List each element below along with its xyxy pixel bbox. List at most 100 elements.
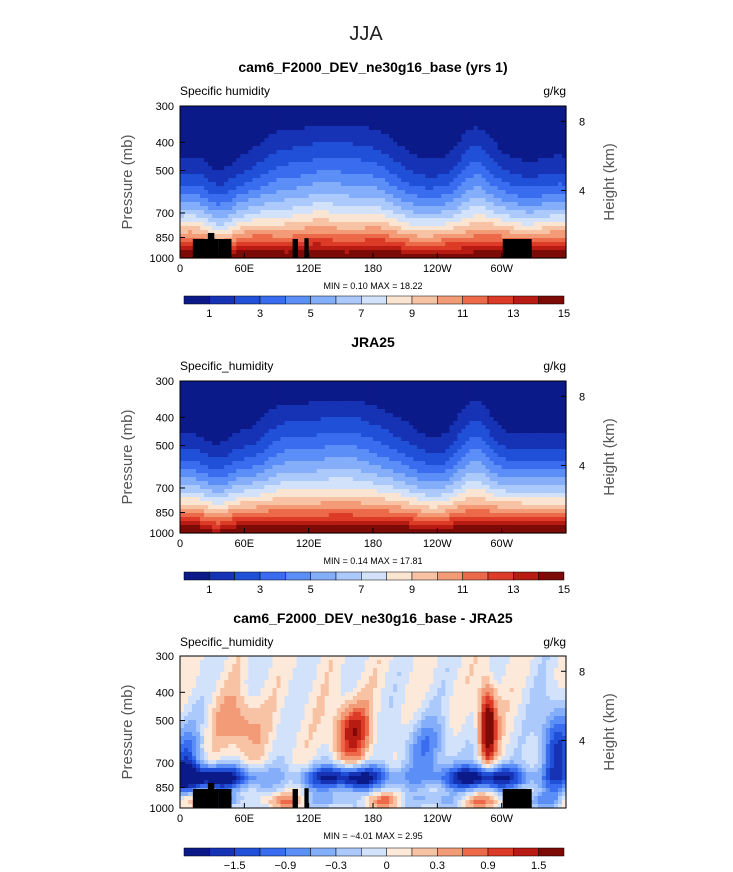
heatmap-cell — [280, 170, 286, 175]
heatmap-cell — [360, 186, 366, 191]
heatmap-cell — [232, 425, 237, 430]
topography-mask — [292, 238, 298, 258]
heatmap-cell — [308, 222, 314, 227]
heatmap-cell — [300, 254, 306, 259]
heatmap-cell — [405, 170, 410, 175]
heatmap-cell — [264, 489, 270, 494]
heatmap-cell — [296, 114, 302, 119]
heatmap-cell — [192, 493, 197, 498]
heatmap-cell — [272, 401, 278, 406]
heatmap-cell — [545, 250, 551, 255]
heatmap-cell — [184, 182, 189, 187]
heatmap-cell — [292, 437, 298, 442]
heatmap-cell — [244, 254, 249, 259]
heatmap-cell — [272, 210, 278, 215]
heatmap-cell — [545, 154, 551, 159]
heatmap-cell — [244, 138, 249, 143]
heatmap-cell — [437, 242, 442, 247]
heatmap-cell — [320, 174, 326, 179]
heatmap-cell — [545, 242, 551, 247]
heatmap-cell — [272, 122, 278, 127]
heatmap-cell — [561, 198, 567, 203]
heatmap-cell — [292, 481, 298, 486]
heatmap-cell — [300, 222, 306, 227]
heatmap-cell — [292, 226, 298, 231]
heatmap-cell — [545, 110, 551, 115]
heatmap-cell — [461, 210, 467, 215]
heatmap-cell — [320, 130, 326, 135]
heatmap-cell — [180, 393, 185, 398]
heatmap-cell — [236, 246, 241, 251]
heatmap-cell — [473, 190, 479, 195]
heatmap-cell — [501, 234, 507, 239]
heatmap-cell — [421, 226, 426, 231]
heatmap-cell — [196, 218, 201, 223]
heatmap-cell — [360, 158, 366, 163]
heatmap-cell — [377, 154, 382, 159]
heatmap-cell — [364, 190, 370, 195]
heatmap-cell — [304, 505, 310, 510]
heatmap-cell — [381, 226, 386, 231]
heatmap-cell — [188, 509, 193, 514]
heatmap-cell — [304, 214, 310, 219]
heatmap-cell — [441, 118, 446, 123]
heatmap-cell — [292, 114, 298, 119]
heatmap-cell — [336, 222, 342, 227]
heatmap-cell — [421, 154, 426, 159]
heatmap-cell — [513, 166, 519, 171]
heatmap-cell — [373, 198, 378, 203]
heatmap-cell — [292, 489, 298, 494]
variable-label: Specific_humidity — [180, 359, 273, 373]
heatmap-cell — [252, 254, 257, 259]
heatmap-cell — [244, 250, 249, 255]
heatmap-cell — [389, 146, 394, 151]
heatmap-cell — [529, 166, 535, 171]
heatmap-cell — [280, 106, 286, 111]
heatmap-cell — [529, 242, 535, 247]
heatmap-cell — [529, 238, 535, 243]
heatmap-cell — [465, 150, 471, 155]
heatmap-cell — [505, 174, 511, 179]
heatmap-cell — [304, 222, 310, 227]
heatmap-cell — [184, 222, 189, 227]
heatmap-cell — [204, 413, 209, 418]
heatmap-cell — [469, 218, 475, 223]
heatmap-cell — [240, 393, 245, 398]
heatmap-cell — [529, 162, 535, 167]
heatmap-cell — [284, 254, 290, 259]
heatmap-cell — [525, 122, 531, 127]
heatmap-cell — [541, 194, 547, 199]
heatmap-cell — [268, 118, 274, 123]
heatmap-cell — [288, 222, 294, 227]
heatmap-cell — [240, 182, 245, 187]
heatmap-cell — [232, 114, 237, 119]
heatmap-cell — [477, 118, 483, 123]
heatmap-cell — [525, 126, 531, 131]
heatmap-cell — [296, 465, 302, 470]
heatmap-cell — [304, 497, 310, 502]
heatmap-cell — [248, 393, 253, 398]
heatmap-cell — [192, 517, 197, 522]
heatmap-cell — [184, 437, 189, 442]
heatmap-cell — [272, 242, 278, 247]
heatmap-cell — [549, 202, 555, 207]
heatmap-cell — [316, 202, 322, 207]
heatmap-cell — [300, 122, 306, 127]
heatmap-cell — [465, 222, 471, 227]
heatmap-cell — [248, 381, 253, 386]
heatmap-cell — [232, 210, 237, 215]
heatmap-cell — [292, 210, 298, 215]
heatmap-cell — [304, 521, 310, 526]
heatmap-cell — [397, 206, 402, 211]
heatmap-cell — [244, 465, 249, 470]
heatmap-cell — [224, 529, 229, 534]
heatmap-cell — [340, 178, 346, 183]
heatmap-cell — [393, 230, 398, 235]
heatmap-cell — [324, 222, 330, 227]
heatmap-cell — [180, 162, 185, 167]
heatmap-cell — [280, 150, 286, 155]
heatmap-cell — [340, 106, 346, 111]
heatmap-cell — [244, 110, 249, 115]
heatmap-cell — [196, 222, 201, 227]
